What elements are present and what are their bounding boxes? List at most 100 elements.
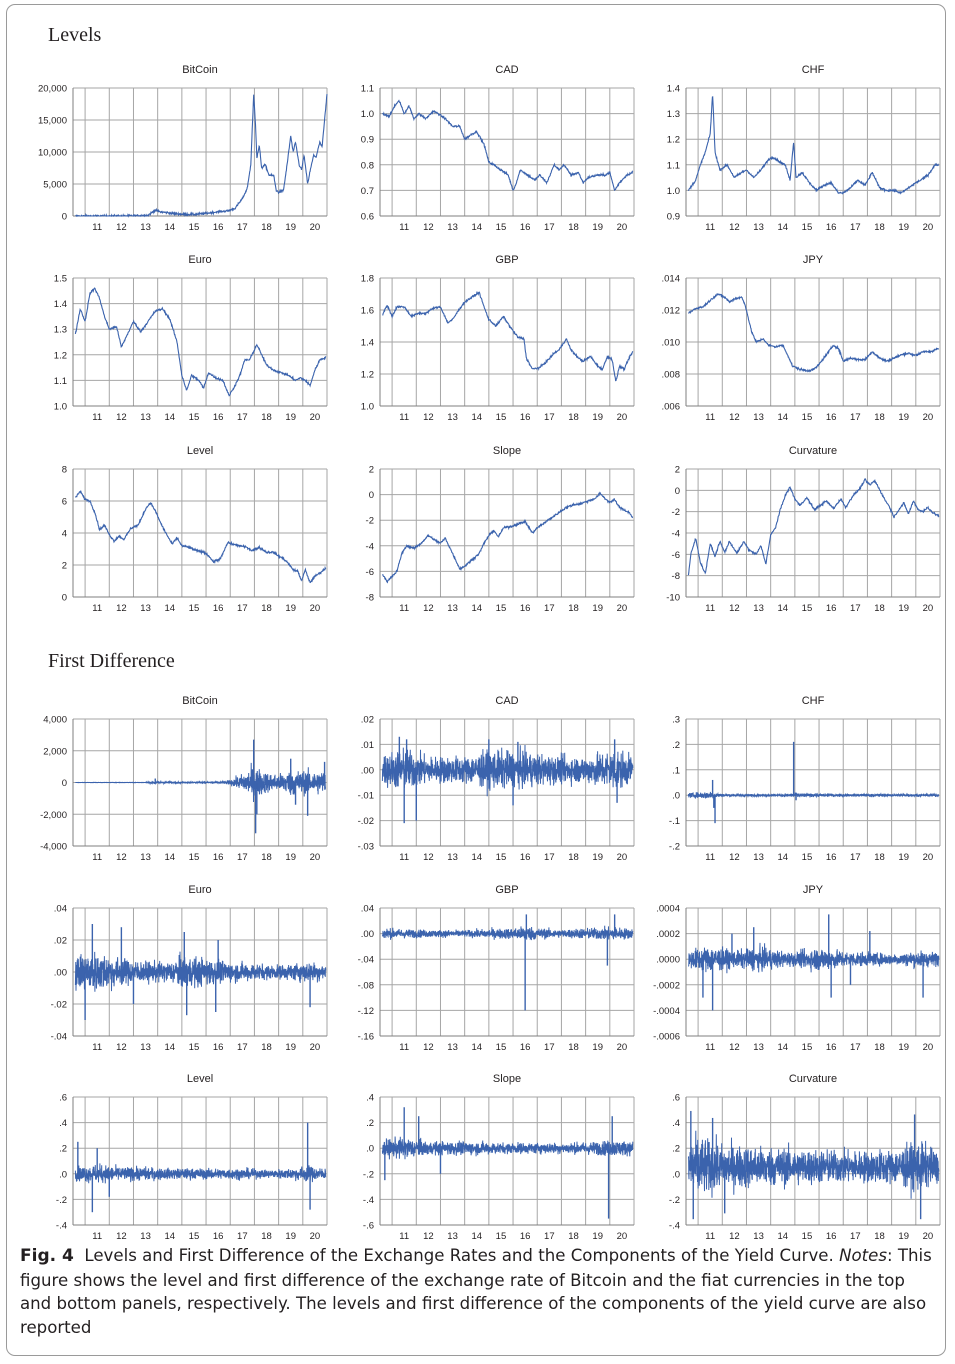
caption-fig-label: Fig. 4 [20,1246,74,1266]
x-tick-label: 13 [140,852,151,863]
y-tick-label: 8 [62,465,67,476]
chart-level-euro: Euro 1.0 1.1 1.2 1.3 1.4 1.5 11 12 13 14 15 16 17 18 19… [54,254,328,423]
x-tick-label: 20 [310,1042,321,1053]
x-tick-label: 18 [874,603,885,614]
x-tick-label: 14 [471,603,482,614]
y-tick-label: .0 [366,1144,374,1155]
x-tick-label: 15 [802,1231,813,1240]
x-tick-label: 14 [164,1231,175,1240]
x-tick-label: 16 [520,1042,531,1053]
x-tick-label: 18 [568,1042,579,1053]
series-line [74,490,327,584]
x-tick-label: 13 [753,603,764,614]
y-tick-label: 15,000 [38,116,67,127]
y-tick-label: -.02 [51,1000,67,1011]
x-tick-label: 20 [923,412,934,423]
chart-level-slope: Slope -8 -6 -4 -2 0 2 11 12 13 14 15 16 17 18 19 20 [366,445,635,614]
chart-title: GBP [495,254,518,266]
x-tick-label: 18 [874,1231,885,1240]
x-tick-label: 11 [92,852,102,863]
series-line [382,491,634,584]
x-tick-label: 17 [850,412,861,423]
y-tick-label: -2 [366,516,374,527]
x-tick-label: 12 [729,1231,740,1240]
x-tick-label: 14 [164,222,175,233]
x-tick-label: 17 [544,603,555,614]
x-tick-label: 19 [285,1042,296,1053]
x-tick-label: 18 [261,222,272,233]
y-tick-label: .00 [54,968,67,979]
x-tick-label: 16 [520,412,531,423]
y-tick-label: .02 [361,715,374,726]
x-tick-label: 13 [140,412,151,423]
x-tick-label: 20 [923,1042,934,1053]
y-tick-label: 5,000 [43,180,67,191]
x-tick-label: 14 [164,1042,175,1053]
y-tick-label: 10,000 [38,148,67,159]
y-tick-label: .010 [662,338,681,349]
chart-diff-euro: Euro -.04 -.02 .00 .02 .04 11 12 13 14 15 16 17 18 19 2… [51,884,328,1053]
y-tick-label: -.16 [358,1032,374,1043]
x-tick-label: 15 [802,222,813,233]
y-tick-label: -.4 [669,1221,680,1232]
chart-title: Curvature [789,1073,837,1085]
y-tick-label: 1.3 [54,325,67,336]
x-tick-label: 14 [471,852,482,863]
x-tick-label: 11 [399,603,409,614]
x-tick-label: 17 [237,222,248,233]
y-tick-label: .02 [54,936,67,947]
x-tick-label: 16 [826,603,837,614]
x-tick-label: 13 [447,1231,458,1240]
x-tick-label: 18 [874,412,885,423]
y-tick-label: .0000 [656,955,680,966]
x-tick-label: 17 [237,412,248,423]
chart-title: Euro [188,884,211,896]
y-tick-label: -.2 [56,1195,67,1206]
chart-title: Slope [493,445,521,457]
y-tick-label: 0.9 [667,212,680,223]
chart-diff-slope: Slope -.6 -.4 -.2 .0 .2 .4 11 12 13 14 15 16 17 18 19 20 [363,1073,635,1240]
x-tick-label: 11 [399,412,409,423]
x-tick-label: 11 [92,222,102,233]
chart-grid: BitCoin 0 5,000 10,000 15,000 20,000 11 12 13 14 1… [38,64,941,1240]
y-tick-label: -.0004 [653,1006,680,1017]
x-tick-label: 11 [399,852,409,863]
y-tick-label: .6 [59,1093,67,1104]
y-tick-label: 0 [675,486,680,497]
y-tick-label: 0.8 [361,160,374,171]
chart-diff-curvature: Curvature -.4 -.2 .0 .2 .4 .6 11 12 13 14 15 16 17 18 1… [669,1073,941,1240]
x-tick-label: 16 [826,222,837,233]
x-tick-label: 13 [753,1231,764,1240]
x-tick-label: 13 [753,1042,764,1053]
y-tick-label: .2 [672,740,680,751]
chart-title: Slope [493,1073,521,1085]
chart-level-jpy: JPY .006 .008 .010 .012 .014 11 12 13 14 15 16 17 18 1… [662,254,941,423]
x-tick-label: 15 [496,852,507,863]
x-tick-label: 20 [310,222,321,233]
x-tick-label: 16 [520,1231,531,1240]
y-tick-label: .008 [662,370,681,381]
y-tick-label: 1.4 [54,299,67,310]
series-line [382,99,634,192]
y-tick-label: -.2 [669,842,680,853]
y-tick-label: 0 [62,212,67,223]
x-tick-label: 11 [92,412,102,423]
chart-title: BitCoin [182,64,217,76]
y-tick-label: .006 [662,402,681,413]
y-tick-label: .3 [672,715,680,726]
x-tick-label: 14 [777,852,788,863]
x-tick-label: 14 [164,412,175,423]
y-tick-label: .0002 [656,929,680,940]
x-tick-label: 19 [898,603,909,614]
x-tick-label: 14 [471,1231,482,1240]
series-line [75,762,327,803]
y-tick-label: -.4 [56,1221,67,1232]
x-tick-label: 17 [850,852,861,863]
x-tick-label: 12 [729,603,740,614]
y-tick-label: -.04 [51,1032,67,1043]
x-tick-label: 20 [923,852,934,863]
chart-title: Euro [188,254,211,266]
chart-title: CHF [802,695,825,707]
y-tick-label: .2 [59,1144,67,1155]
y-tick-label: 0.7 [361,186,374,197]
